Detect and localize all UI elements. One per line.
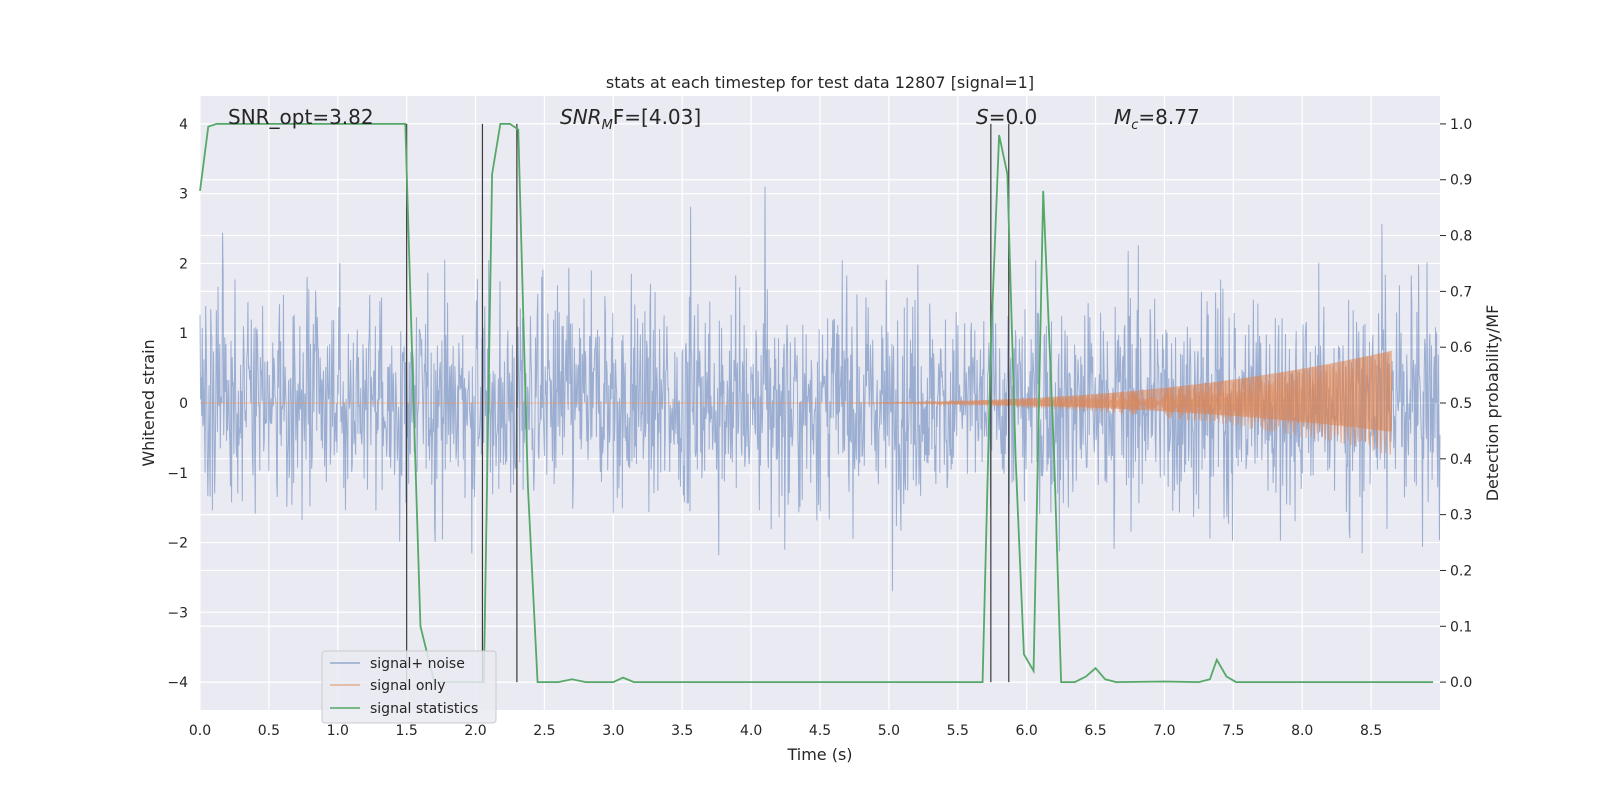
x-tick-label: 4.0 — [740, 723, 762, 739]
x-tick-label: 1.0 — [327, 723, 349, 739]
y-right-tick-label: 0.0 — [1450, 675, 1472, 691]
y-axis-left-label: Whitened strain — [139, 339, 158, 466]
x-tick-label: 7.0 — [1153, 723, 1175, 739]
legend-label-signal-statistics: signal statistics — [370, 701, 478, 717]
y-right-tick-label: 0.6 — [1450, 340, 1472, 356]
x-tick-label: 0.5 — [258, 723, 280, 739]
y-left-tick-label: 1 — [179, 326, 188, 342]
x-tick-label: 5.5 — [947, 723, 969, 739]
y-right-tick-label: 0.2 — [1450, 563, 1472, 579]
x-tick-label: 6.0 — [1016, 723, 1038, 739]
y-right-tick-label: 0.4 — [1450, 452, 1472, 468]
y-right-tick-label: 0.9 — [1450, 173, 1472, 189]
y-left-tick-label: −1 — [167, 466, 188, 482]
y-left-tick-label: −3 — [167, 605, 188, 621]
x-tick-label: 4.5 — [809, 723, 831, 739]
x-tick-label: 7.5 — [1222, 723, 1244, 739]
y-axis-right-ticks: 0.0 0.1 0.2 0.3 0.4 0.5 0.6 0.7 0.8 0.9 1.0 — [1440, 117, 1472, 691]
legend-box — [321, 650, 497, 724]
y-right-tick-label: 0.8 — [1450, 229, 1472, 245]
legend: signal+ noise signal only signal statist… — [321, 650, 497, 724]
signal-only-line — [200, 352, 1393, 455]
x-tick-label: 8.5 — [1360, 723, 1382, 739]
annotation-mc: Mc=8.77 — [1114, 105, 1200, 133]
x-tick-label: 2.5 — [533, 723, 555, 739]
x-tick-label: 6.5 — [1084, 723, 1106, 739]
legend-label-signal-noise: signal+ noise — [370, 656, 465, 672]
y-left-tick-label: 3 — [179, 187, 188, 203]
x-tick-label: 2.0 — [464, 723, 486, 739]
y-left-tick-label: −4 — [167, 675, 188, 691]
series-signal-only — [200, 350, 1393, 455]
x-tick-label: 3.0 — [602, 723, 624, 739]
y-right-tick-label: 0.7 — [1450, 284, 1472, 300]
y-right-tick-label: 0.1 — [1450, 619, 1472, 635]
chart-title: stats at each timestep for test data 128… — [606, 73, 1034, 92]
x-tick-label: 1.5 — [396, 723, 418, 739]
x-tick-label: 0.0 — [189, 723, 211, 739]
x-tick-label: 8.0 — [1291, 723, 1313, 739]
annotation-s: S=0.0 — [976, 105, 1037, 129]
annotation-snr-opt: SNR_opt=3.82 — [228, 105, 374, 129]
y-left-tick-label: 0 — [179, 396, 188, 412]
y-left-tick-label: 2 — [179, 256, 188, 272]
y-right-tick-label: 0.5 — [1450, 396, 1472, 412]
annotation-snr-mf: SNRMF=[4.03] — [560, 105, 701, 133]
y-right-tick-label: 1.0 — [1450, 117, 1472, 133]
y-left-tick-label: −2 — [167, 536, 188, 552]
x-axis-label: Time (s) — [786, 745, 852, 764]
y-left-tick-label: 4 — [179, 117, 188, 133]
legend-label-signal-only: signal only — [370, 678, 445, 694]
y-axis-left-ticks: −4 −3 −2 −1 0 1 2 3 4 — [167, 117, 188, 691]
x-tick-label: 3.5 — [671, 723, 693, 739]
x-axis-ticks: 0.0 0.5 1.0 1.5 2.0 2.5 3.0 3.5 4.0 4.5 5.0 5.5 6.0 6… — [189, 723, 1382, 739]
y-axis-right-label: Detection probability/MF — [1483, 305, 1502, 502]
y-right-tick-label: 0.3 — [1450, 508, 1472, 524]
x-tick-label: 5.0 — [878, 723, 900, 739]
